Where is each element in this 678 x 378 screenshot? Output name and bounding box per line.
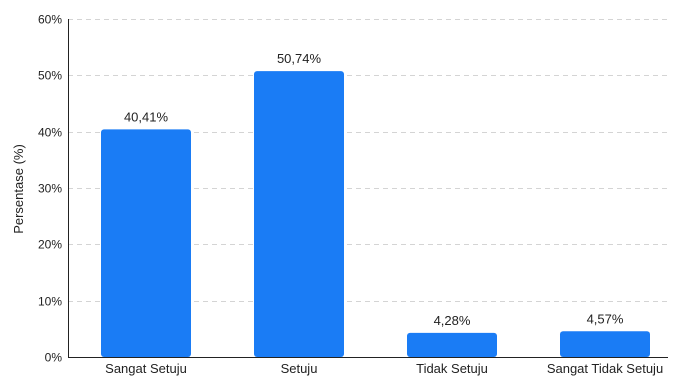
x-category-label: Setuju — [281, 361, 318, 376]
y-tick-label: 30% — [38, 182, 62, 196]
bar — [101, 129, 191, 357]
y-tick-label: 40% — [38, 126, 62, 140]
y-tick-label: 60% — [38, 13, 62, 27]
y-axis-title: Persentase (%) — [11, 144, 26, 234]
bars — [101, 71, 650, 357]
bar — [560, 331, 650, 357]
y-tick-label: 20% — [38, 238, 62, 252]
bar — [254, 71, 344, 357]
y-tick-label: 0% — [45, 351, 63, 365]
data-labels: 40,41% 50,74% 4,28% 4,57% — [124, 51, 624, 328]
bar-value-label: 50,74% — [277, 51, 322, 66]
x-axis: Sangat Setuju Setuju Tidak Setuju Sangat Ti… — [68, 358, 668, 377]
y-tick-label: 10% — [38, 295, 62, 309]
y-tick-label: 50% — [38, 69, 62, 83]
bar-value-label: 40,41% — [124, 109, 169, 124]
x-category-label: Sangat Tidak Setuju — [547, 361, 663, 376]
x-category-label: Tidak Setuju — [416, 361, 488, 376]
y-axis: 0% 10% 20% 30% 40% 50% 60% — [38, 13, 69, 365]
bar-value-label: 4,28% — [434, 313, 471, 328]
x-category-label: Sangat Setuju — [105, 361, 187, 376]
bar — [407, 333, 497, 357]
bar-value-label: 4,57% — [587, 311, 624, 326]
